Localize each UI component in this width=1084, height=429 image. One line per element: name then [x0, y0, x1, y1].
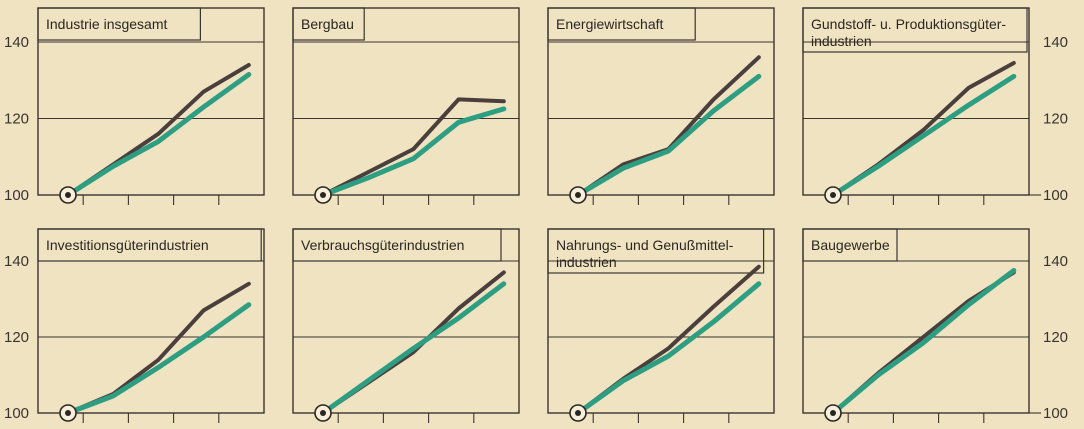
left-y-tick-label: 100 [4, 187, 29, 204]
panel-frame [802, 228, 1030, 414]
series-line-1 [66, 281, 251, 415]
left-y-tick-label: 120 [4, 329, 29, 346]
panel-title: Gundstoff- u. Produktionsgüter- [811, 16, 1006, 32]
panel-1: Industrie insgesamt [37, 7, 265, 205]
origin-marker-dot [575, 192, 581, 198]
panel-title: Bergbau [301, 16, 354, 32]
series-line-2 [65, 72, 252, 198]
panel-title-box [37, 7, 201, 41]
panel-frame [292, 7, 520, 196]
left-y-tick-label: 140 [4, 34, 29, 51]
panel-title: Baugewerbe [811, 237, 890, 253]
panel-title-box [547, 228, 765, 274]
right-y-tick-label: 120 [1043, 329, 1068, 346]
panel-6: Verbrauchsgüterindustrien [292, 228, 520, 423]
series-line-2 [575, 73, 762, 198]
panel-title: Verbrauchsgüterindustrien [301, 237, 464, 253]
series-line-2 [65, 302, 252, 416]
origin-marker-dot [320, 410, 326, 416]
panel-title: industrien [811, 33, 872, 49]
left-y-tick-label: 120 [4, 111, 29, 128]
panel-title-box [292, 7, 365, 41]
panel-title: industrien [556, 254, 617, 270]
panel-3: Energiewirtschaft [547, 7, 775, 205]
panel-7: Nahrungs- und Genußmittel-industrien [547, 228, 775, 423]
series-line-2 [830, 268, 1017, 416]
left-y-tick-label: 140 [4, 253, 29, 270]
panel-frame [292, 228, 520, 414]
panel-title: Nahrungs- und Genußmittel- [556, 237, 734, 253]
origin-marker-dot [830, 192, 836, 198]
panel-5: Investitionsgüterindustrien [37, 228, 265, 423]
panel-frame [37, 7, 265, 196]
panel-title-box [802, 228, 898, 262]
series-line-2 [320, 281, 507, 416]
panel-title-box [547, 7, 696, 41]
panel-title-box [802, 7, 1028, 53]
panel-4: Gundstoff- u. Produktionsgüter-industrie… [802, 7, 1030, 205]
series-line-2 [320, 106, 507, 198]
panel-title-box [292, 228, 502, 262]
panel-8: Baugewerbe [802, 228, 1030, 423]
right-y-tick-label: 140 [1043, 34, 1068, 51]
panel-title: Investitionsgüterindustrien [46, 237, 209, 253]
origin-marker-dot [65, 410, 71, 416]
panel-title-box [37, 228, 262, 262]
origin-marker-dot [320, 192, 326, 198]
panel-frame [547, 7, 775, 196]
panel-2: Bergbau [292, 7, 520, 205]
series-line-1 [576, 55, 761, 197]
panel-title: Energiewirtschaft [556, 16, 663, 32]
right-y-tick-label: 100 [1043, 405, 1068, 422]
right-y-tick-label: 120 [1043, 111, 1068, 128]
panel-title: Industrie insgesamt [46, 16, 168, 32]
series-line-1 [321, 97, 506, 197]
origin-marker-dot [830, 410, 836, 416]
series-line-2 [830, 73, 1017, 198]
origin-marker-dot [575, 410, 581, 416]
right-y-tick-label: 100 [1043, 187, 1068, 204]
series-line-2 [575, 281, 762, 416]
right-y-tick-label: 140 [1043, 253, 1068, 270]
left-y-tick-label: 100 [4, 405, 29, 422]
origin-marker-dot [65, 192, 71, 198]
